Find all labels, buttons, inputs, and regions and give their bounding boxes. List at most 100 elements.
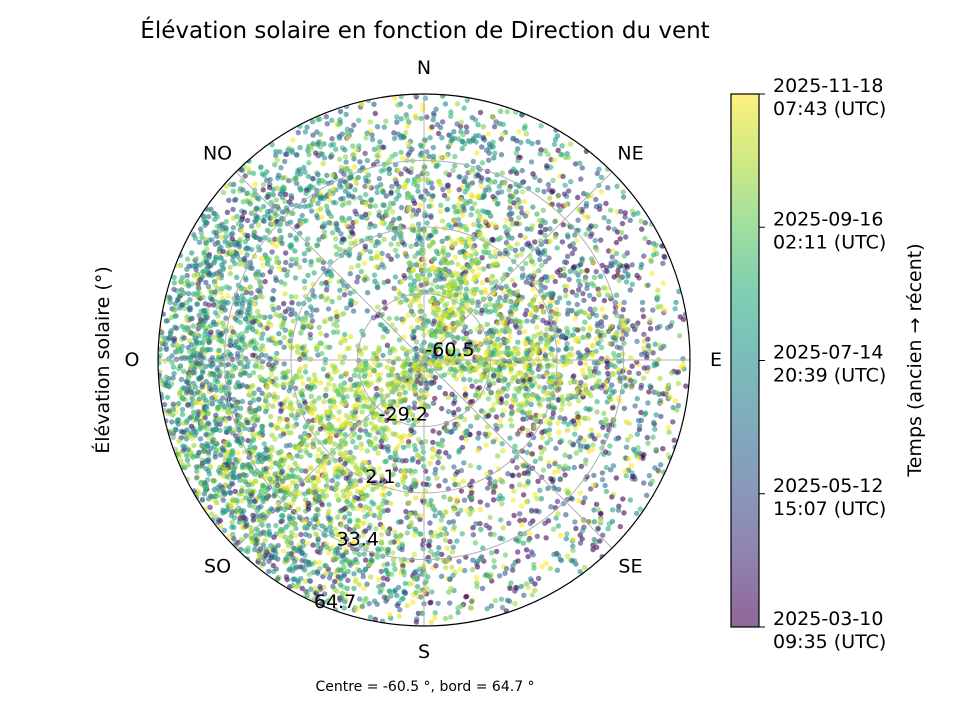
data-point (523, 416, 529, 422)
data-point (358, 360, 364, 366)
data-point (539, 563, 545, 570)
data-point (448, 366, 454, 372)
data-point (451, 339, 457, 346)
data-point (650, 419, 657, 425)
data-point (615, 261, 622, 267)
data-point (230, 531, 236, 538)
data-point (263, 408, 269, 415)
data-point (515, 431, 521, 437)
data-point (547, 565, 553, 572)
data-point (572, 519, 578, 525)
data-point (359, 409, 365, 415)
data-point (637, 506, 644, 512)
data-point (534, 496, 540, 502)
data-point (337, 431, 344, 437)
data-point (516, 318, 523, 325)
data-point (184, 272, 190, 279)
data-point (474, 564, 481, 570)
data-point (626, 420, 633, 427)
data-point (677, 314, 683, 320)
data-point (349, 483, 355, 490)
data-point (284, 272, 290, 279)
data-point (554, 567, 561, 573)
data-point (212, 310, 219, 316)
data-point (353, 219, 360, 225)
data-point (435, 550, 441, 556)
data-point (591, 472, 597, 479)
data-point (529, 383, 535, 389)
data-point (530, 318, 536, 324)
data-point (199, 497, 206, 503)
data-point (636, 275, 642, 281)
data-point (185, 462, 192, 468)
data-point (357, 478, 363, 484)
data-point (525, 432, 532, 438)
data-point (295, 445, 301, 451)
data-point (599, 344, 605, 351)
data-point (500, 479, 506, 485)
data-point (418, 387, 424, 394)
data-point (623, 234, 629, 240)
data-point (327, 438, 333, 445)
data-point (196, 449, 202, 456)
data-point (397, 533, 404, 539)
data-point (325, 430, 331, 436)
data-point (455, 334, 461, 341)
data-point (353, 444, 359, 451)
data-point (378, 531, 384, 538)
data-point (560, 173, 566, 180)
data-point (506, 598, 513, 604)
data-point (325, 409, 332, 416)
data-point (504, 393, 510, 399)
data-point (607, 341, 613, 347)
data-point (543, 535, 549, 541)
data-point (406, 499, 412, 506)
data-point (495, 453, 501, 459)
data-point (613, 475, 619, 481)
data-point (556, 429, 562, 435)
data-point (513, 189, 520, 195)
data-point (413, 262, 419, 268)
data-point (548, 351, 554, 357)
data-point (315, 414, 322, 420)
data-point (260, 187, 266, 193)
data-point (483, 522, 489, 528)
data-point (409, 599, 416, 606)
data-point (598, 174, 605, 181)
data-point (547, 384, 554, 390)
data-point (477, 520, 483, 527)
data-point (566, 188, 572, 194)
data-point (379, 524, 386, 531)
data-point (603, 264, 610, 271)
data-point (189, 396, 195, 402)
data-point (565, 490, 571, 496)
data-point (317, 583, 323, 590)
data-point (542, 226, 549, 233)
data-point (191, 442, 197, 449)
data-point (491, 531, 497, 538)
data-point (622, 268, 628, 274)
data-point (401, 572, 407, 578)
data-point (595, 507, 601, 513)
data-point (384, 392, 391, 399)
data-point (613, 239, 620, 246)
data-point (279, 427, 286, 433)
data-point (274, 383, 281, 389)
data-point (675, 402, 682, 409)
data-point (479, 585, 486, 592)
data-point (272, 545, 278, 551)
data-point (582, 319, 588, 325)
data-point (273, 197, 279, 203)
data-point (368, 420, 374, 426)
data-point (436, 545, 442, 551)
data-point (498, 517, 504, 523)
data-point (651, 363, 657, 369)
data-point (552, 405, 558, 411)
data-point (347, 517, 353, 523)
data-point (543, 371, 549, 378)
data-point (637, 423, 643, 429)
data-point (303, 588, 309, 595)
data-point (492, 479, 498, 485)
data-point (545, 181, 552, 188)
data-point (192, 235, 199, 241)
